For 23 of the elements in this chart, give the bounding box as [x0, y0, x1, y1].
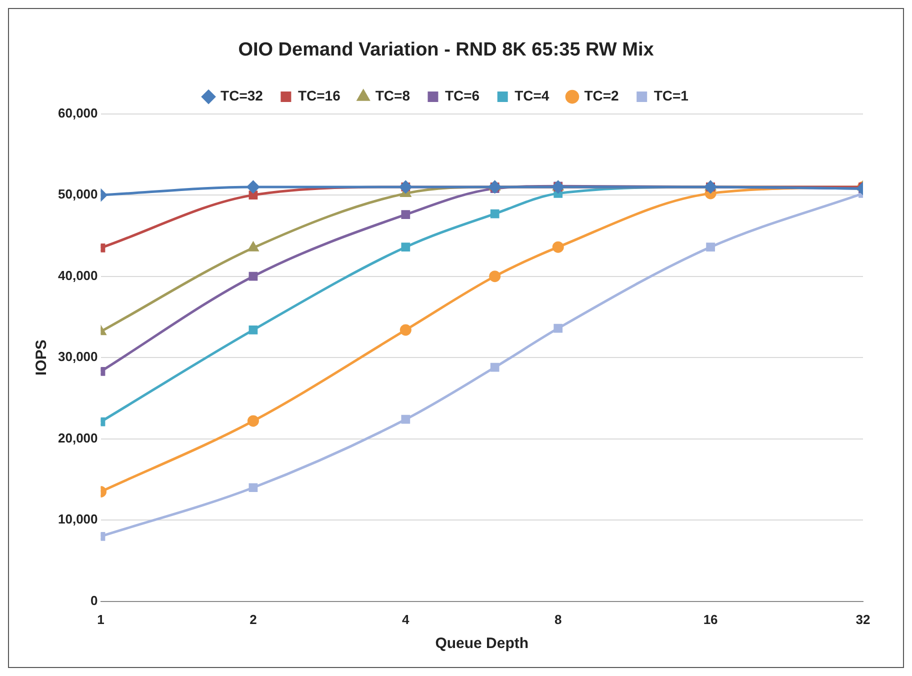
y-tick-label: 50,000: [58, 186, 98, 202]
y-tick-label: 10,000: [58, 512, 98, 527]
x-tick-label: 4: [402, 612, 410, 627]
y-tick-label: 60,000: [58, 105, 98, 120]
x-tick-label: 32: [856, 612, 870, 627]
x-tick-label: 8: [554, 612, 562, 627]
legend-label: TC=32: [220, 88, 264, 104]
y-tick-label: 0: [90, 592, 98, 608]
legend-label: TC=6: [444, 88, 480, 104]
chart-title: OIO Demand Variation - RND 8K 65:35 RW Mix: [238, 40, 654, 61]
y-tick-label: 40,000: [58, 268, 98, 283]
y-tick-label: 20,000: [58, 430, 98, 446]
legend-label: TC=4: [514, 88, 550, 104]
legend-label: TC=2: [584, 88, 620, 104]
x-tick-label: 16: [703, 612, 718, 627]
legend-label: TC=1: [654, 88, 689, 104]
legend-label: TC=16: [298, 88, 341, 104]
legend-label: TC=8: [375, 88, 410, 104]
x-axis-title: Queue Depth: [435, 635, 529, 652]
y-axis-title: IOPS: [33, 340, 50, 376]
x-tick-label: 2: [250, 612, 257, 627]
x-tick-label: 1: [97, 612, 104, 627]
y-tick-label: 30,000: [58, 349, 98, 364]
